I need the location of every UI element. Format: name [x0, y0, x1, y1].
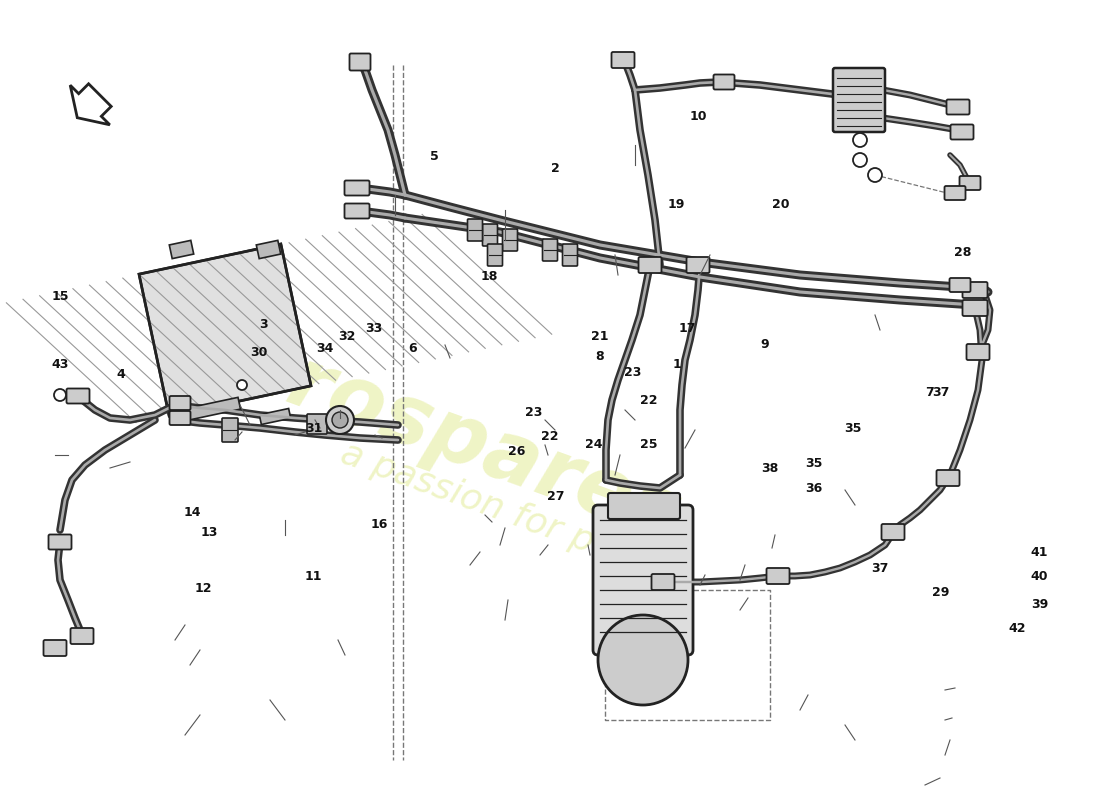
Text: 4: 4 [117, 368, 125, 381]
Text: 36: 36 [805, 482, 823, 494]
FancyBboxPatch shape [945, 186, 966, 200]
Circle shape [868, 168, 882, 182]
FancyBboxPatch shape [562, 244, 578, 266]
FancyBboxPatch shape [66, 389, 89, 403]
Polygon shape [169, 240, 194, 258]
Polygon shape [260, 409, 290, 425]
FancyBboxPatch shape [222, 418, 238, 442]
FancyBboxPatch shape [70, 628, 94, 644]
Circle shape [598, 615, 688, 705]
FancyBboxPatch shape [483, 224, 497, 246]
Text: a passion for parts: a passion for parts [336, 436, 664, 584]
Polygon shape [70, 84, 111, 125]
FancyBboxPatch shape [169, 411, 190, 425]
Text: 29: 29 [932, 586, 949, 598]
Text: 32: 32 [338, 330, 355, 342]
Text: 18: 18 [481, 270, 498, 282]
Text: 24: 24 [585, 438, 603, 450]
Text: 17: 17 [679, 322, 696, 334]
Text: 43: 43 [52, 358, 69, 370]
Text: 12: 12 [195, 582, 212, 594]
Text: 35: 35 [844, 422, 861, 434]
FancyBboxPatch shape [967, 344, 990, 360]
Text: eurospares: eurospares [168, 302, 692, 558]
Circle shape [236, 380, 248, 390]
Text: 2: 2 [551, 162, 560, 174]
FancyBboxPatch shape [350, 54, 371, 70]
Text: 39: 39 [1031, 598, 1048, 610]
FancyBboxPatch shape [169, 396, 190, 410]
Polygon shape [169, 398, 241, 424]
FancyBboxPatch shape [608, 493, 680, 519]
Text: 30: 30 [250, 346, 267, 358]
Text: 25: 25 [640, 438, 658, 450]
Text: 23: 23 [624, 366, 641, 378]
Polygon shape [139, 244, 311, 416]
Text: 14: 14 [184, 506, 201, 518]
Text: 22: 22 [640, 394, 658, 406]
Text: 9: 9 [760, 338, 769, 350]
Text: 1: 1 [672, 358, 681, 370]
FancyBboxPatch shape [962, 282, 988, 298]
Polygon shape [256, 240, 280, 258]
Text: 8: 8 [595, 350, 604, 362]
FancyBboxPatch shape [307, 414, 327, 434]
FancyBboxPatch shape [638, 257, 661, 273]
Text: 34: 34 [316, 342, 333, 354]
Text: 37: 37 [871, 562, 889, 574]
FancyBboxPatch shape [487, 244, 503, 266]
FancyBboxPatch shape [949, 278, 970, 292]
Circle shape [54, 389, 66, 401]
Text: 23: 23 [525, 406, 542, 418]
FancyBboxPatch shape [542, 239, 558, 261]
FancyBboxPatch shape [651, 574, 674, 590]
FancyBboxPatch shape [950, 125, 974, 139]
Text: 16: 16 [371, 518, 388, 530]
Text: 5: 5 [430, 150, 439, 162]
FancyBboxPatch shape [833, 68, 886, 132]
Circle shape [326, 406, 354, 434]
Text: 37: 37 [932, 386, 949, 398]
FancyBboxPatch shape [881, 524, 904, 540]
FancyBboxPatch shape [612, 52, 635, 68]
FancyBboxPatch shape [714, 74, 735, 90]
Text: 13: 13 [200, 526, 218, 538]
Text: 42: 42 [1009, 622, 1026, 634]
Text: 38: 38 [761, 462, 779, 474]
Text: 20: 20 [772, 198, 790, 210]
FancyBboxPatch shape [936, 470, 959, 486]
FancyBboxPatch shape [946, 99, 969, 114]
Text: 40: 40 [1031, 570, 1048, 582]
Circle shape [852, 133, 867, 147]
Circle shape [332, 412, 348, 428]
Text: 27: 27 [547, 490, 564, 502]
Text: 26: 26 [508, 446, 526, 458]
FancyBboxPatch shape [593, 505, 693, 655]
Text: 19: 19 [668, 198, 685, 210]
Text: 21: 21 [591, 330, 608, 342]
FancyBboxPatch shape [962, 300, 988, 316]
FancyBboxPatch shape [767, 568, 790, 584]
Text: 31: 31 [305, 422, 322, 434]
FancyBboxPatch shape [503, 229, 517, 251]
Text: 33: 33 [365, 322, 383, 334]
Text: 7: 7 [925, 386, 934, 398]
Circle shape [852, 153, 867, 167]
Text: 3: 3 [260, 318, 268, 330]
Text: 10: 10 [690, 110, 707, 122]
FancyBboxPatch shape [44, 640, 66, 656]
Text: 41: 41 [1031, 546, 1048, 558]
Text: 11: 11 [305, 570, 322, 582]
FancyBboxPatch shape [686, 257, 710, 273]
FancyBboxPatch shape [959, 176, 980, 190]
Text: 28: 28 [954, 246, 971, 258]
Text: 35: 35 [805, 458, 823, 470]
FancyBboxPatch shape [344, 203, 370, 218]
Text: 15: 15 [52, 290, 69, 302]
Text: 6: 6 [408, 342, 417, 354]
Text: 22: 22 [541, 430, 559, 442]
FancyBboxPatch shape [468, 219, 483, 241]
FancyBboxPatch shape [48, 534, 72, 550]
FancyBboxPatch shape [344, 181, 370, 195]
